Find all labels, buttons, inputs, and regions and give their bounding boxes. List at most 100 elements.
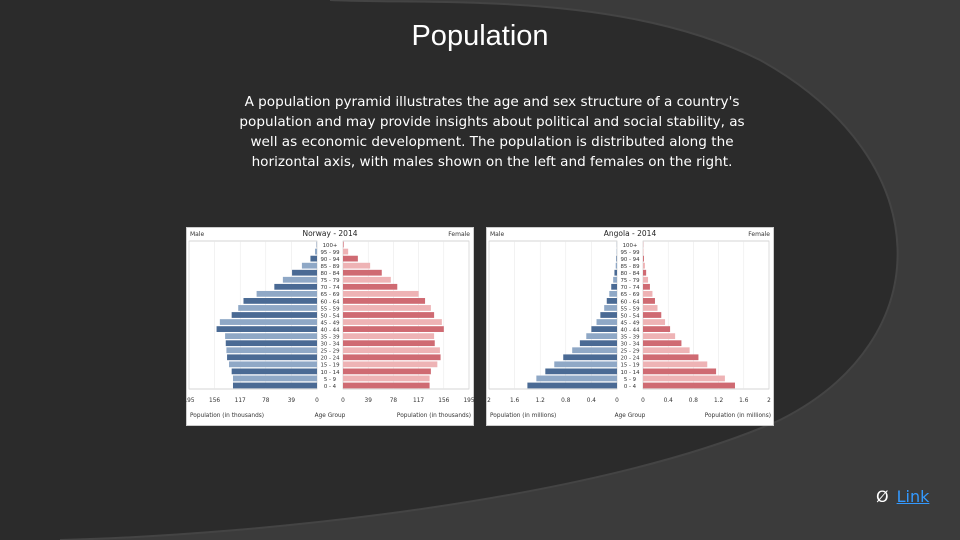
- norway-age-label: 40 - 44: [320, 327, 340, 333]
- norway-age-label: 85 - 89: [320, 264, 340, 270]
- angola-female-bar: [643, 262, 645, 269]
- angola-female-bar: [643, 340, 682, 347]
- angola-male-bar: [554, 361, 617, 368]
- angola-right-tick-label: 0.4: [664, 398, 674, 404]
- angola-left-label: Male: [490, 231, 505, 238]
- slide-description: A population pyramid illustrates the age…: [239, 94, 745, 170]
- angola-male-bar: [563, 354, 617, 361]
- norway-age-label: 0 - 4: [324, 384, 337, 390]
- norway-left-tick-label: 117: [235, 398, 246, 404]
- norway-right-tick-label: 195: [463, 398, 474, 404]
- arrow-bullet-icon: Ø: [876, 487, 889, 506]
- norway-male-bar: [232, 382, 317, 389]
- angola-age-label: 80 - 84: [620, 271, 640, 277]
- angola-age-label: 85 - 89: [620, 264, 640, 270]
- norway-age-label: 5 - 9: [324, 377, 337, 383]
- angola-left-tick-label: 0: [615, 398, 619, 404]
- norway-female-bar: [343, 382, 430, 389]
- norway-female-bar: [343, 298, 426, 304]
- norway-left-tick-label: 195: [186, 398, 195, 404]
- angola-frame: [486, 227, 774, 426]
- angola-left-tick-label: 0.8: [561, 398, 571, 404]
- norway-male-bar: [216, 326, 317, 332]
- norway-male-bar: [231, 368, 317, 375]
- angola-male-bar: [572, 347, 617, 354]
- norway-age-label: 70 - 74: [320, 285, 340, 291]
- link-row: Ø Link: [876, 487, 929, 506]
- angola-age-label: 40 - 44: [620, 327, 640, 333]
- norway-female-bar: [343, 375, 430, 382]
- norway-female-bar: [343, 347, 440, 354]
- angola-age-label: 5 - 9: [624, 377, 637, 383]
- angola-right-tick-label: 1.6: [739, 398, 749, 404]
- angola-female-bar: [643, 354, 699, 361]
- norway-female-bar: [343, 305, 431, 311]
- angola-male-bar: [609, 290, 617, 297]
- norway-female-bar: [343, 283, 398, 290]
- norway-female-bar: [343, 312, 435, 318]
- angola-left-axis-label: Population (in millions): [490, 413, 556, 419]
- norway-male-bar: [232, 375, 317, 382]
- norway-age-label: 60 - 64: [320, 299, 340, 305]
- norway-age-label: 80 - 84: [320, 271, 340, 277]
- norway-age-label: 65 - 69: [320, 292, 340, 298]
- norway-age-label: 35 - 39: [320, 335, 340, 341]
- angola-age-label: 75 - 79: [620, 278, 640, 284]
- angola-female-bar: [643, 347, 690, 354]
- angola-female-bar: [643, 276, 649, 283]
- norway-right-axis-label: Population (in thousands): [397, 413, 471, 419]
- angola-male-bar: [606, 298, 617, 304]
- angola-age-label: 90 - 94: [620, 257, 640, 263]
- norway-male-bar: [226, 347, 317, 354]
- angola-age-label: 20 - 24: [620, 356, 640, 362]
- angola-female-bar: [643, 305, 658, 311]
- norway-left-tick-label: 156: [209, 398, 220, 404]
- angola-male-bar: [527, 382, 617, 389]
- norway-female-bar: [343, 361, 438, 368]
- norway-age-label: 25 - 29: [320, 349, 340, 355]
- norway-male-bar: [219, 319, 317, 325]
- norway-center-label: Age Group: [315, 413, 346, 419]
- angola-right-axis-label: Population (in millions): [705, 413, 771, 419]
- angola-female-bar: [643, 326, 671, 332]
- norway-right-tick-label: 39: [365, 398, 373, 404]
- angola-right-tick-label: 1.2: [714, 398, 724, 404]
- angola-age-label: 50 - 54: [620, 313, 640, 319]
- norway-left-tick-label: 78: [262, 398, 270, 404]
- norway-left-tick-label: 39: [288, 398, 296, 404]
- angola-left-tick-label: 0.4: [587, 398, 597, 404]
- norway-female-bar: [343, 241, 344, 248]
- angola-age-label: 10 - 14: [620, 370, 640, 376]
- norway-right-tick-label: 156: [438, 398, 449, 404]
- norway-male-bar: [256, 290, 317, 297]
- angola-female-bar: [643, 319, 666, 325]
- norway-male-bar: [282, 276, 317, 283]
- angola-left-tick-label: 1.2: [536, 398, 546, 404]
- norway-male-bar: [238, 305, 317, 311]
- norway-female-bar: [343, 333, 435, 340]
- norway-age-label: 50 - 54: [320, 313, 340, 319]
- norway-age-label: 30 - 34: [320, 342, 340, 348]
- norway-male-bar: [301, 262, 317, 269]
- norway-age-label: 100+: [323, 243, 338, 249]
- norway-male-bar: [227, 354, 317, 361]
- link-anchor[interactable]: Link: [896, 487, 930, 506]
- angola-age-label: 60 - 64: [620, 299, 640, 305]
- angola-male-bar: [616, 255, 617, 262]
- norway-pyramid-chart: Male Norway - 2014 Female 100+ 95 - 99 90 - 9…: [183, 227, 475, 426]
- norway-left-axis-label: Population (in thousands): [190, 413, 264, 419]
- norway-male-bar: [231, 312, 317, 318]
- angola-male-bar: [591, 326, 617, 332]
- norway-age-label: 20 - 24: [320, 356, 340, 362]
- norway-male-bar: [229, 361, 317, 368]
- angola-female-bar: [643, 290, 653, 297]
- angola-female-bar: [643, 368, 717, 375]
- swoosh-edge: [59, 0, 899, 540]
- angola-right-tick-label: 0.8: [689, 398, 699, 404]
- angola-age-label: 15 - 19: [620, 363, 640, 369]
- angola-male-bar: [613, 276, 617, 283]
- angola-male-bar: [579, 340, 617, 347]
- norway-left-label: Male: [190, 231, 205, 238]
